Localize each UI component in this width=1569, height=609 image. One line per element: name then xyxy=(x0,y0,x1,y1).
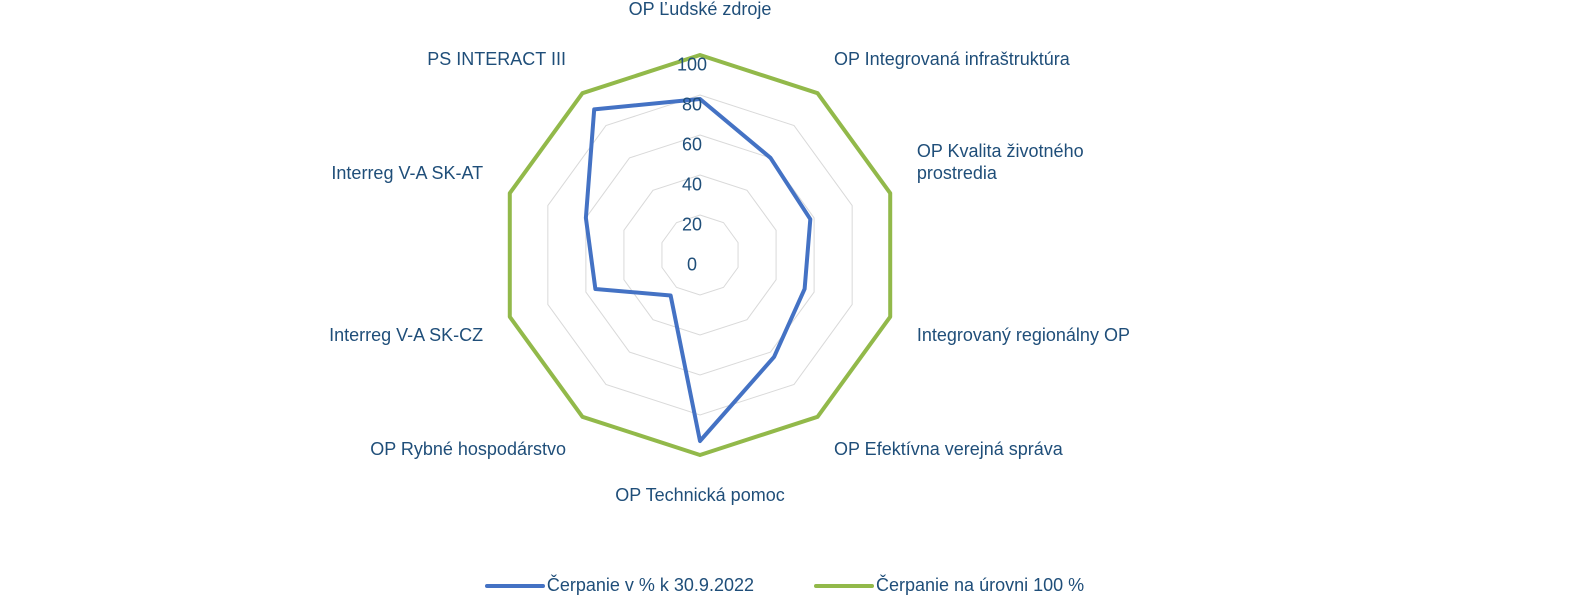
legend-item: Čerpanie na úrovni 100 % xyxy=(814,575,1084,596)
radar-svg xyxy=(0,0,1569,609)
legend-swatch xyxy=(485,584,545,588)
series-line xyxy=(510,55,890,455)
legend-label: Čerpanie na úrovni 100 % xyxy=(876,575,1084,596)
legend-item: Čerpanie v % k 30.9.2022 xyxy=(485,575,754,596)
legend-label: Čerpanie v % k 30.9.2022 xyxy=(547,575,754,596)
grid-ring xyxy=(624,175,776,335)
radar-chart-container: Čerpanie v % k 30.9.2022 Čerpanie na úrov… xyxy=(0,0,1569,609)
legend-swatch xyxy=(814,584,874,588)
grid-ring xyxy=(662,215,738,295)
legend: Čerpanie v % k 30.9.2022 Čerpanie na úrov… xyxy=(0,575,1569,596)
